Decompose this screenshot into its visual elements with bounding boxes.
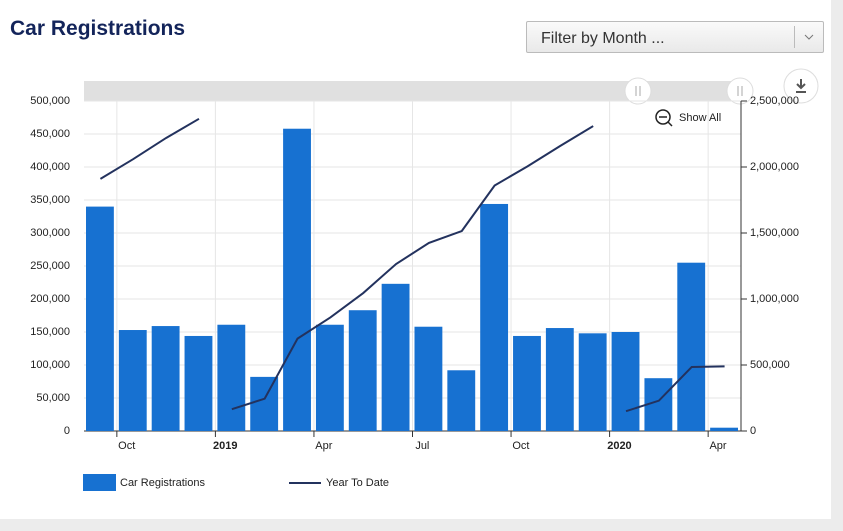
bar bbox=[414, 326, 443, 431]
y-tick-label: 150,000 bbox=[30, 326, 70, 338]
y-tick-label: 200,000 bbox=[30, 293, 70, 305]
bar bbox=[315, 324, 344, 431]
bar bbox=[86, 206, 114, 431]
y2-tick-label: 0 bbox=[750, 425, 756, 437]
bar bbox=[250, 376, 279, 431]
bar bbox=[151, 326, 180, 431]
y2-tick-label: 1,000,000 bbox=[750, 293, 799, 305]
bar bbox=[348, 310, 377, 431]
line bbox=[231, 125, 594, 411]
nav-handle[interactable] bbox=[726, 77, 754, 105]
x-tick-label: Oct bbox=[512, 440, 529, 452]
x-tick-label: 2020 bbox=[607, 440, 631, 452]
y2-tick-label: 500,000 bbox=[750, 359, 790, 371]
y-tick-label: 500,000 bbox=[30, 95, 70, 107]
legend-label: Year To Date bbox=[326, 477, 389, 489]
filter-label: Filter by Month ... bbox=[541, 30, 665, 47]
navigator[interactable] bbox=[84, 81, 741, 101]
bar bbox=[381, 283, 410, 431]
x-tick-label: Apr bbox=[709, 440, 726, 452]
bar bbox=[480, 203, 509, 431]
x-tick-label: 2019 bbox=[213, 440, 237, 452]
y-tick-label: 250,000 bbox=[30, 260, 70, 272]
x-tick-label: Apr bbox=[315, 440, 332, 452]
line bbox=[625, 365, 725, 413]
bar bbox=[710, 427, 738, 431]
x-tick-label: Jul bbox=[415, 440, 429, 452]
page-title: Car Registrations bbox=[10, 17, 186, 40]
show-all[interactable]: Show All bbox=[679, 112, 721, 124]
legend-label: Car Registrations bbox=[120, 477, 205, 489]
y-tick-label: 350,000 bbox=[30, 194, 70, 206]
y-tick-label: 450,000 bbox=[30, 128, 70, 140]
bar bbox=[184, 335, 213, 431]
bar bbox=[578, 333, 607, 431]
bar bbox=[118, 330, 147, 431]
bar bbox=[513, 335, 541, 431]
y2-tick-label: 1,500,000 bbox=[750, 227, 799, 239]
zoom-icon[interactable] bbox=[655, 109, 673, 127]
line bbox=[99, 117, 200, 180]
download-button[interactable] bbox=[783, 68, 819, 104]
bar bbox=[545, 328, 574, 431]
x-tick-label: Oct bbox=[118, 440, 135, 452]
y-tick-label: 300,000 bbox=[30, 227, 70, 239]
y-tick-label: 100,000 bbox=[30, 359, 70, 371]
y2-tick-label: 2,000,000 bbox=[750, 161, 799, 173]
dropdown-arrow[interactable] bbox=[794, 26, 823, 48]
y-tick-label: 0 bbox=[64, 425, 70, 437]
bar bbox=[611, 332, 640, 431]
filter-dropdown[interactable]: Filter by Month ... bbox=[526, 21, 824, 53]
bar bbox=[447, 370, 476, 431]
y2-tick-label: 2,500,000 bbox=[750, 95, 799, 107]
legend-swatch bbox=[83, 474, 116, 491]
bar bbox=[677, 262, 706, 431]
y-tick-label: 400,000 bbox=[30, 161, 70, 173]
y-tick-label: 50,000 bbox=[36, 392, 70, 404]
nav-handle[interactable] bbox=[624, 77, 652, 105]
bar bbox=[283, 128, 311, 431]
bar bbox=[217, 324, 246, 431]
